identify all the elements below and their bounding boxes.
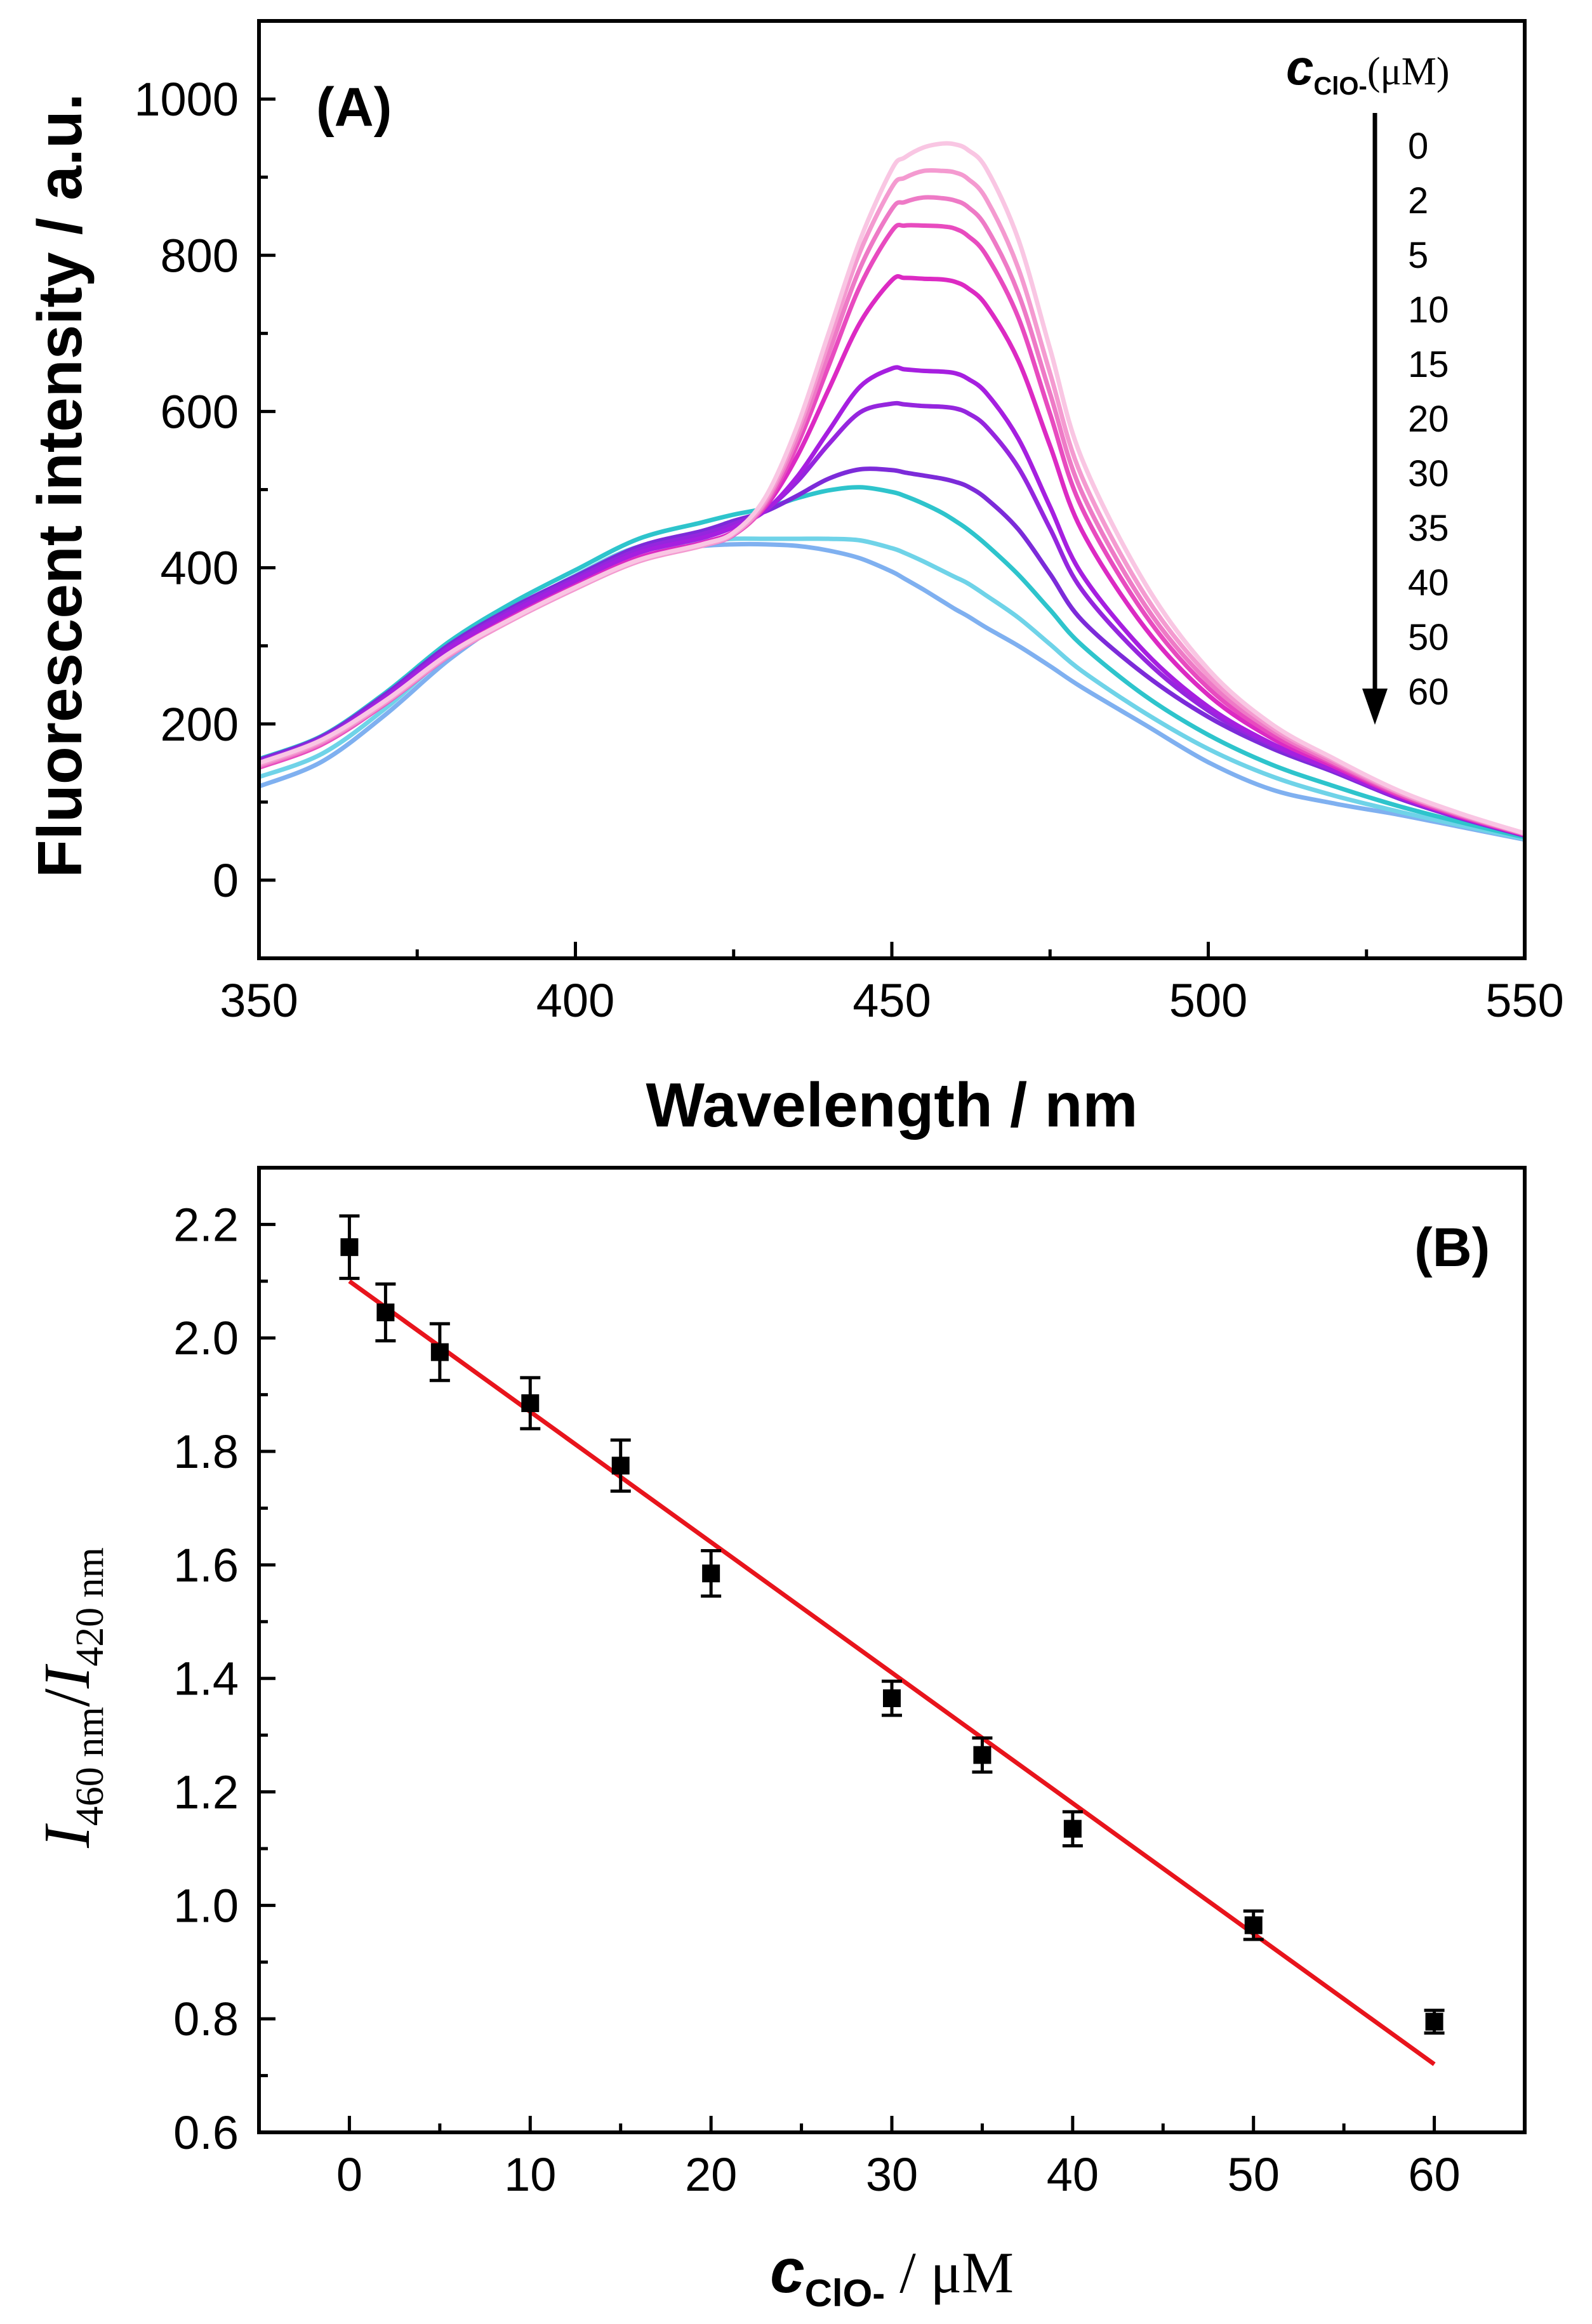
square-marker — [376, 1304, 395, 1321]
y-tick-label: 600 — [161, 385, 239, 438]
legend-entry-2: 2 — [1408, 180, 1428, 221]
data-point-50 — [1243, 1909, 1264, 1941]
panel-b-y-axis-title: I460 nm/I420 nm — [30, 1547, 112, 1849]
x-tick-label: 350 — [220, 974, 298, 1027]
panel-b-y-tick-labels: 0.6 0.8 1.0 1.2 1.4 1.6 1.8 2.0 2.2 — [173, 1198, 239, 2159]
legend-entry-5: 5 — [1408, 235, 1428, 276]
legend-entry-10: 10 — [1408, 289, 1449, 331]
spectrum-line-20-uM — [258, 365, 1525, 837]
legend-entry-35: 35 — [1408, 508, 1449, 549]
x-tick-label: 0 — [336, 2148, 362, 2201]
legend-entry-60: 60 — [1408, 671, 1449, 713]
data-point-10 — [520, 1376, 541, 1430]
y-tick-label: 400 — [161, 542, 239, 595]
data-point-30 — [882, 1679, 902, 1717]
y-tick-label: 800 — [161, 229, 239, 282]
panel-a-y-axis-title: Fluorescent intensity / a.u. — [25, 93, 95, 878]
data-point-40 — [1062, 1810, 1083, 1847]
y-tick-label: 2.0 — [173, 1312, 239, 1364]
data-point-15 — [610, 1438, 631, 1493]
panel-b-plot-frame — [257, 1166, 1527, 2134]
panel-a-x-tick-labels: 350 400 450 500 550 — [220, 974, 1563, 1027]
panel-a-series-group — [258, 141, 1526, 842]
legend-title-unit: (μM) — [1367, 50, 1450, 93]
data-point-35 — [972, 1736, 993, 1774]
data-point-0 — [339, 1214, 360, 1280]
panel-a-x-axis-title: Wavelength / nm — [646, 1070, 1138, 1140]
x-tick-label: 400 — [536, 974, 614, 1027]
y-tick-label: 200 — [161, 698, 239, 751]
square-marker — [611, 1456, 630, 1475]
panel-a-legend-title: cClO-(μM) — [1286, 39, 1450, 100]
data-point-2 — [375, 1282, 396, 1343]
x-tick-label: 450 — [852, 974, 931, 1027]
spectrum-line-40-uM — [258, 485, 1525, 840]
square-marker — [430, 1343, 449, 1361]
panel-b-x-tick-labels: 0 10 20 30 40 50 60 — [336, 2148, 1461, 2201]
square-marker — [883, 1689, 901, 1707]
spectrum-line-0-uM — [258, 141, 1526, 836]
panel-a-legend: cClO-(μM) 0 2 5 10 15 20 30 35 40 50 60 — [1286, 39, 1450, 725]
data-point-20 — [701, 1549, 722, 1598]
panel-b-calibration-chart: 0 10 20 30 40 50 60 0.6 0.8 1.0 1.2 1.4 1.6 1.8 2.0 2.… — [30, 1166, 1527, 2314]
x-tick-label: 20 — [685, 2148, 737, 2201]
y-tick-label: 1.6 — [173, 1539, 239, 1592]
square-marker — [1244, 1916, 1263, 1934]
square-marker — [973, 1746, 992, 1764]
square-marker — [702, 1564, 720, 1583]
y-tick-label: 0 — [213, 854, 239, 907]
legend-title-symbol: c — [1286, 39, 1313, 95]
y-title-numerator: I — [30, 1823, 103, 1849]
legend-arrow-head-icon — [1362, 689, 1388, 725]
y-title-numerator-sub: 460 nm — [69, 1707, 112, 1826]
y-tick-label: 1.8 — [173, 1425, 239, 1478]
legend-entry-30: 30 — [1408, 453, 1449, 494]
x-tick-label: 40 — [1047, 2148, 1099, 2201]
x-tick-label: 50 — [1228, 2148, 1280, 2201]
square-marker — [521, 1394, 540, 1413]
data-point-60 — [1424, 2009, 1445, 2035]
panel-b-data-points — [339, 1214, 1445, 2035]
panel-a-y-tick-labels: 0 200 400 600 800 1000 — [134, 73, 239, 907]
x-tick-label: 500 — [1169, 974, 1247, 1027]
square-marker — [340, 1238, 359, 1257]
y-tick-label: 0.6 — [173, 2106, 239, 2159]
y-title-denominator: I — [30, 1664, 103, 1689]
panel-a-label: (A) — [316, 77, 392, 138]
y-tick-label: 1.0 — [173, 1879, 239, 1932]
square-marker — [1425, 2012, 1443, 2031]
data-point-5 — [429, 1322, 450, 1382]
legend-entry-50: 50 — [1408, 617, 1449, 658]
y-tick-label: 1.2 — [173, 1766, 239, 1819]
y-title-slash: / — [30, 1688, 103, 1707]
x-tick-label: 550 — [1485, 974, 1563, 1027]
y-tick-label: 0.8 — [173, 1993, 239, 2045]
x-title-subscript: ClO- — [805, 2272, 886, 2314]
legend-entry-15: 15 — [1408, 344, 1449, 385]
y-tick-label: 2.2 — [173, 1198, 239, 1251]
y-title-denominator-sub: 420 nm — [69, 1547, 112, 1667]
x-title-unit: / μM — [885, 2240, 1014, 2305]
legend-entry-20: 20 — [1408, 399, 1449, 440]
legend-title-subscript: ClO- — [1313, 72, 1367, 100]
y-tick-label: 1.4 — [173, 1653, 239, 1705]
x-tick-label: 10 — [504, 2148, 556, 2201]
x-tick-label: 30 — [866, 2148, 918, 2201]
y-tick-label: 1000 — [134, 73, 239, 126]
square-marker — [1063, 1819, 1082, 1838]
panel-a-plot-frame — [257, 19, 1527, 960]
legend-entry-40: 40 — [1408, 562, 1449, 604]
x-title-symbol: c — [770, 2236, 805, 2306]
x-tick-label: 60 — [1408, 2148, 1460, 2201]
legend-entry-0: 0 — [1408, 126, 1428, 167]
panel-b-x-axis-title: cClO- / μM — [770, 2236, 1014, 2314]
panel-b-label: (B) — [1414, 1217, 1490, 1278]
panel-a-legend-entries: 0 2 5 10 15 20 30 35 40 50 60 — [1408, 126, 1449, 713]
